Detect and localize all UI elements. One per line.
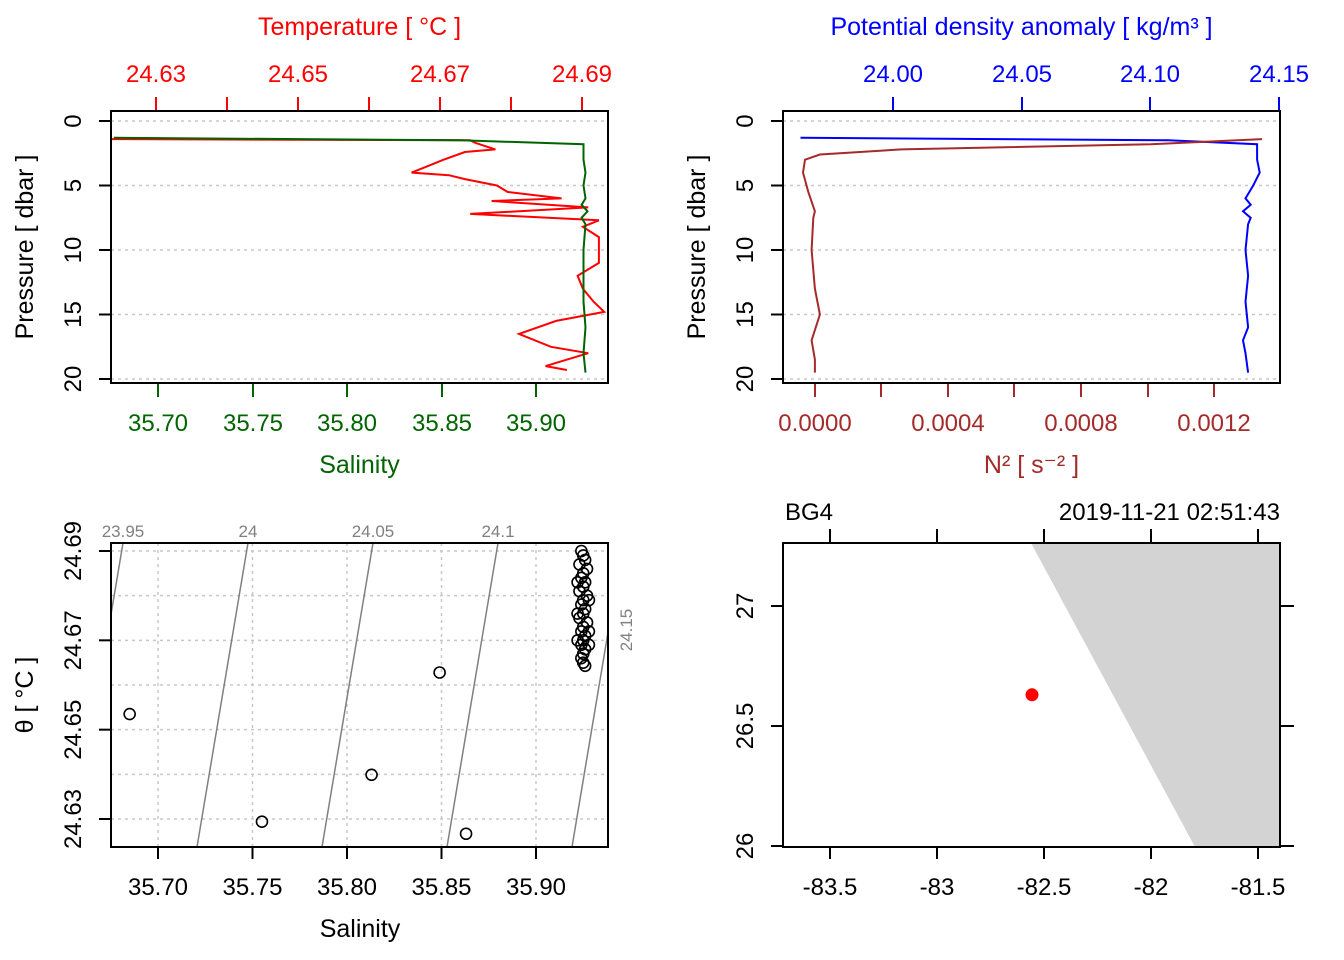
isopycnal-line [446, 543, 499, 847]
isopycnal-line [196, 543, 249, 847]
bottom-tick-label: 0.0000 [778, 410, 851, 437]
plot-frame [110, 542, 609, 848]
y-axis-label: Pressure [ dbar ] [683, 155, 711, 340]
isopycnal-label: 24 [239, 522, 258, 541]
y-tick-label: 26 [732, 833, 759, 860]
x-tick-label: -82.5 [1017, 874, 1072, 901]
bottom-tick-label: 0.0008 [1044, 410, 1117, 437]
y-tick-label: 24.65 [60, 700, 87, 760]
map-frame [782, 542, 1281, 848]
x-tick-label: 35.80 [317, 874, 377, 901]
isopycnal-line [571, 627, 608, 847]
plot-frame [110, 110, 609, 384]
isopycnal-label: 24.1 [481, 522, 514, 541]
x-axis-label: Salinity [320, 915, 401, 943]
N2-profile-line [801, 138, 1263, 373]
plot-frame [782, 110, 1281, 384]
bottom-tick-label: 0.0012 [1177, 410, 1250, 437]
temperature-profile-line [110, 138, 607, 371]
bottom-tick-label: 0.0004 [911, 410, 984, 437]
sigma-theta-profile-line [800, 136, 1261, 373]
y-axis-label: Pressure [ dbar ] [11, 155, 39, 340]
y-tick-label: 10 [732, 237, 759, 264]
isopycnal-label: 23.95 [102, 522, 145, 541]
station-marker [1025, 688, 1039, 702]
station-name: BG4 [785, 499, 833, 526]
bottom-tick-label: 35.75 [223, 410, 283, 437]
ts-point [578, 659, 592, 673]
ts-point [582, 638, 596, 652]
x-tick-label: -81.5 [1231, 874, 1286, 901]
y-tick-label: 26.5 [732, 703, 759, 750]
top-tick-label: 24.69 [552, 61, 612, 88]
top-tick-label: 24.15 [1249, 61, 1309, 88]
bottom-tick-label: 35.70 [128, 410, 188, 437]
y-tick-label: 24.63 [60, 789, 87, 849]
ts-point [459, 827, 473, 841]
ts-point [123, 707, 136, 721]
y-tick-label: 15 [60, 301, 87, 328]
y-tick-label: 5 [732, 179, 759, 192]
salinity-profile-line [113, 136, 589, 373]
top-tick-label: 24.63 [126, 61, 186, 88]
ts-point [571, 575, 584, 589]
y-tick-label: 24.69 [60, 521, 87, 581]
ts-point [365, 768, 378, 782]
isopycnal-label: 24.15 [617, 609, 636, 652]
y-tick-label: 5 [60, 179, 87, 192]
station-time: 2019-11-21 02:51:43 [1059, 499, 1280, 526]
ts-point [571, 634, 584, 647]
top-tick-label: 24.65 [268, 61, 328, 88]
y-tick-label: 20 [732, 366, 759, 393]
bottom-tick-label: 35.90 [506, 410, 566, 437]
x-tick-label: -82 [1134, 874, 1169, 901]
ts-point [433, 666, 446, 679]
bottom-axis-label: Salinity [319, 451, 400, 479]
ts-point [582, 593, 596, 607]
bottom-tick-label: 35.85 [412, 410, 472, 437]
top-tick-label: 24.05 [992, 61, 1052, 88]
coastline-land [1031, 543, 1280, 847]
y-tick-label: 20 [60, 366, 87, 393]
isopycnal-group [111, 543, 608, 847]
y-tick-label: 0 [60, 114, 87, 127]
isopycnal-label: 24.05 [352, 522, 395, 541]
top-axis-label: Temperature [ °C ] [258, 13, 461, 41]
x-tick-label: 35.75 [222, 874, 282, 901]
y-tick-label: 27 [732, 593, 759, 620]
y-tick-label: 10 [60, 237, 87, 264]
isopycnal-line [321, 543, 374, 847]
ts-point [582, 625, 596, 638]
top-tick-label: 24.10 [1120, 61, 1180, 88]
x-tick-label: 35.90 [506, 874, 566, 901]
y-tick-label: 24.67 [60, 610, 87, 670]
y-tick-label: 15 [732, 301, 759, 328]
x-tick-label: -83.5 [803, 874, 858, 901]
y-tick-label: 0 [732, 114, 759, 127]
x-tick-label: 35.85 [411, 874, 471, 901]
top-tick-label: 24.67 [410, 61, 470, 88]
x-tick-label: 35.70 [128, 874, 188, 901]
top-tick-label: 24.00 [863, 61, 923, 88]
x-tick-label: -83 [920, 874, 955, 901]
ts-point [255, 815, 269, 828]
bottom-tick-label: 35.80 [317, 410, 377, 437]
top-axis-label: Potential density anomaly [ kg/m³ ] [830, 13, 1212, 41]
bottom-axis-label: N² [ s⁻² ] [984, 451, 1079, 479]
isopycnal-line [111, 543, 124, 620]
ts-point [571, 607, 584, 620]
y-axis-label: θ [ °C ] [11, 657, 39, 734]
